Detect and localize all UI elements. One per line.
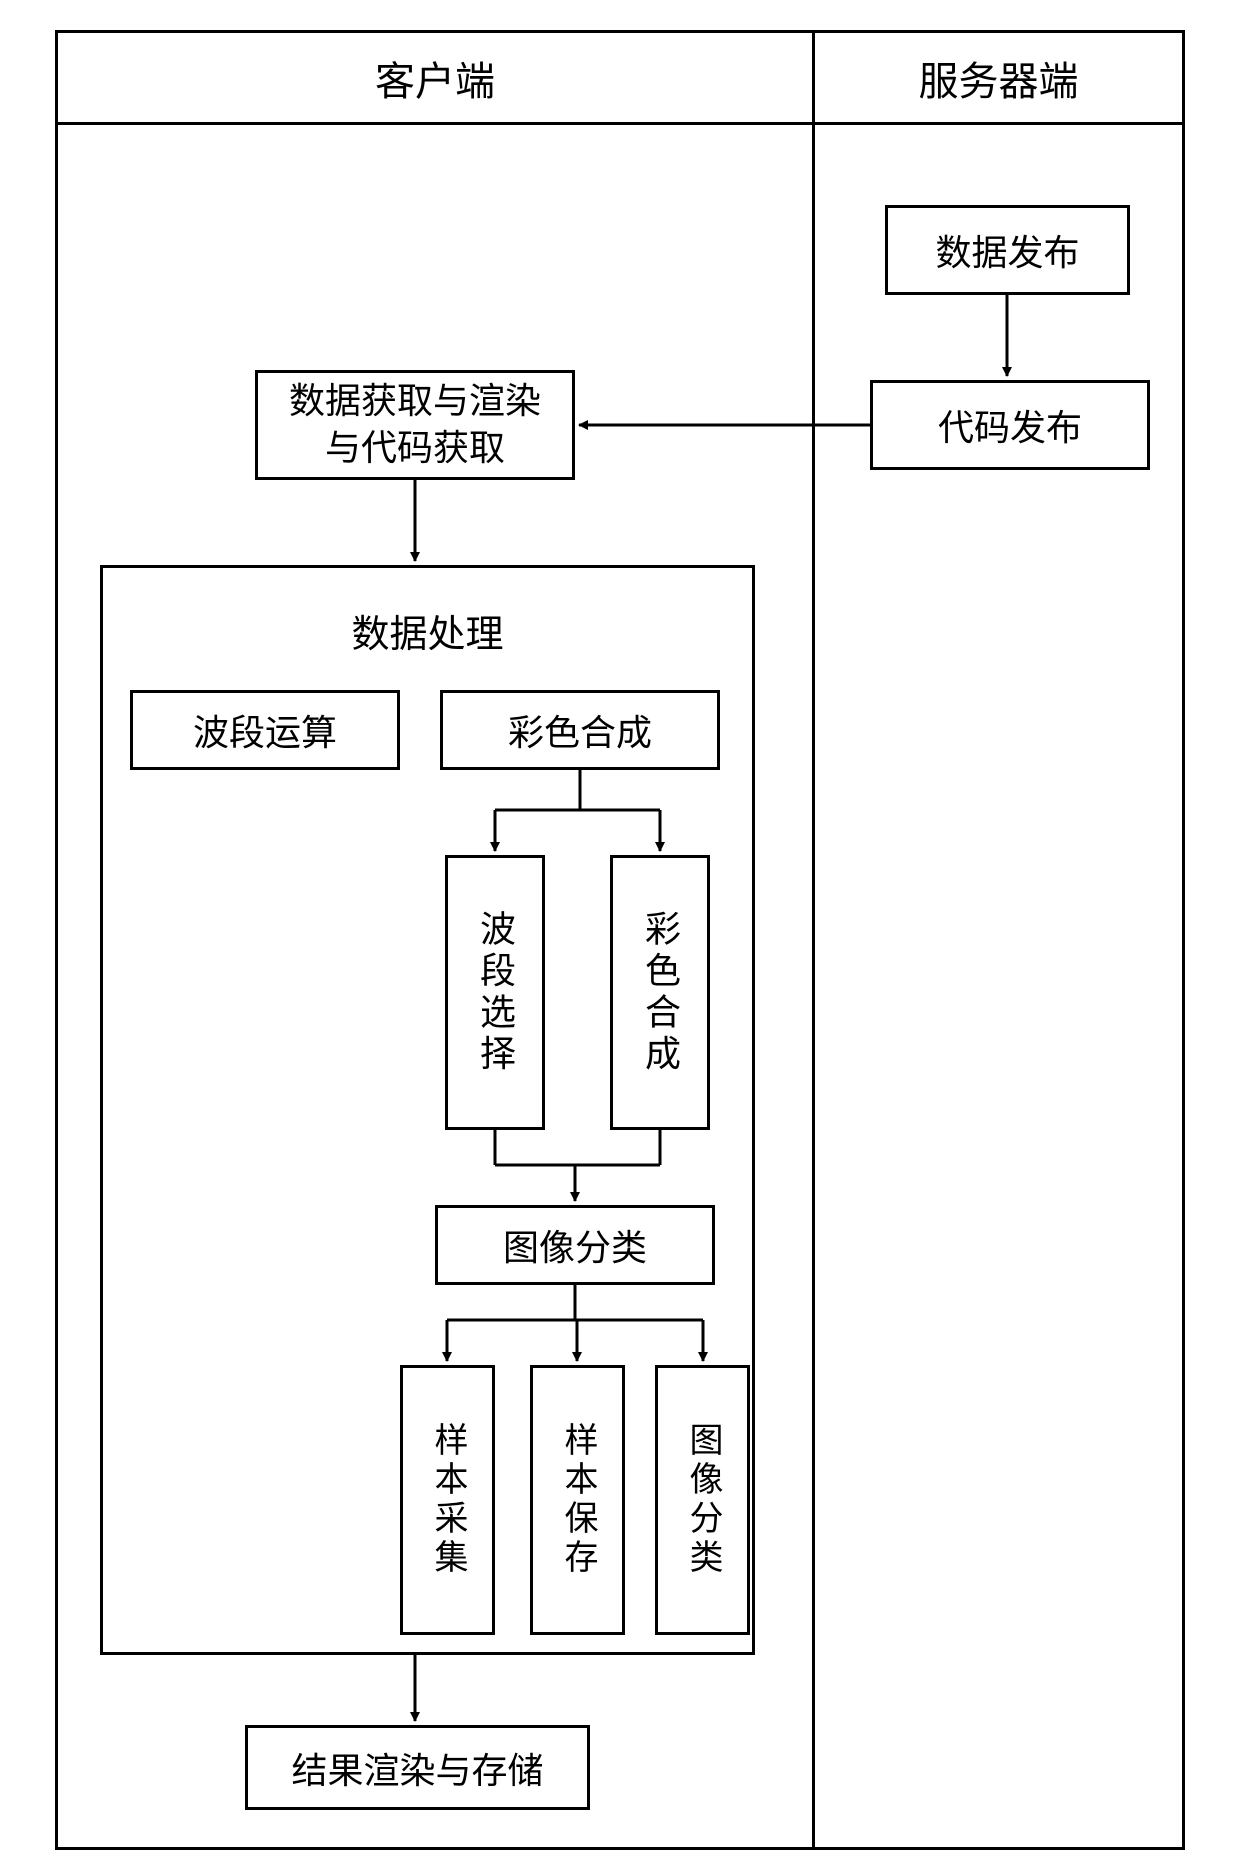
- sample-collect-label: 样本采集: [423, 1422, 472, 1578]
- sample-save-label: 样本保存: [553, 1422, 602, 1578]
- code-publish-label: 代码发布: [938, 399, 1082, 451]
- image-class-label: 图像分类: [503, 1219, 647, 1271]
- column-divider: [812, 125, 815, 1850]
- color-comp2-label: 彩色合成: [634, 910, 686, 1076]
- data-publish-box: 数据发布: [885, 205, 1130, 295]
- sample-save-box: 样本保存: [530, 1365, 625, 1635]
- result-label: 结果渲染与存储: [291, 1742, 543, 1794]
- image-class2-label: 图像分类: [678, 1422, 727, 1578]
- client-header: 客户端: [55, 30, 815, 125]
- server-header: 服务器端: [812, 30, 1185, 125]
- data-fetch-label: 数据获取与渲染 与代码获取: [289, 378, 541, 472]
- band-select-box: 波段选择: [445, 855, 545, 1130]
- sample-collect-box: 样本采集: [400, 1365, 495, 1635]
- data-publish-label: 数据发布: [935, 224, 1079, 276]
- color-comp-box: 彩色合成: [440, 690, 720, 770]
- color-comp-label: 彩色合成: [508, 704, 652, 756]
- data-process-label: 数据处理: [351, 603, 503, 658]
- result-box: 结果渲染与存储: [245, 1725, 590, 1810]
- band-calc-box: 波段运算: [130, 690, 400, 770]
- code-publish-box: 代码发布: [870, 380, 1150, 470]
- server-header-label: 服务器端: [919, 49, 1079, 107]
- image-class2-box: 图像分类: [655, 1365, 750, 1635]
- band-calc-label: 波段运算: [193, 704, 337, 756]
- data-fetch-box: 数据获取与渲染 与代码获取: [255, 370, 575, 480]
- color-comp2-box: 彩色合成: [610, 855, 710, 1130]
- image-class-box: 图像分类: [435, 1205, 715, 1285]
- band-select-label: 波段选择: [469, 910, 521, 1076]
- client-header-label: 客户端: [375, 49, 495, 107]
